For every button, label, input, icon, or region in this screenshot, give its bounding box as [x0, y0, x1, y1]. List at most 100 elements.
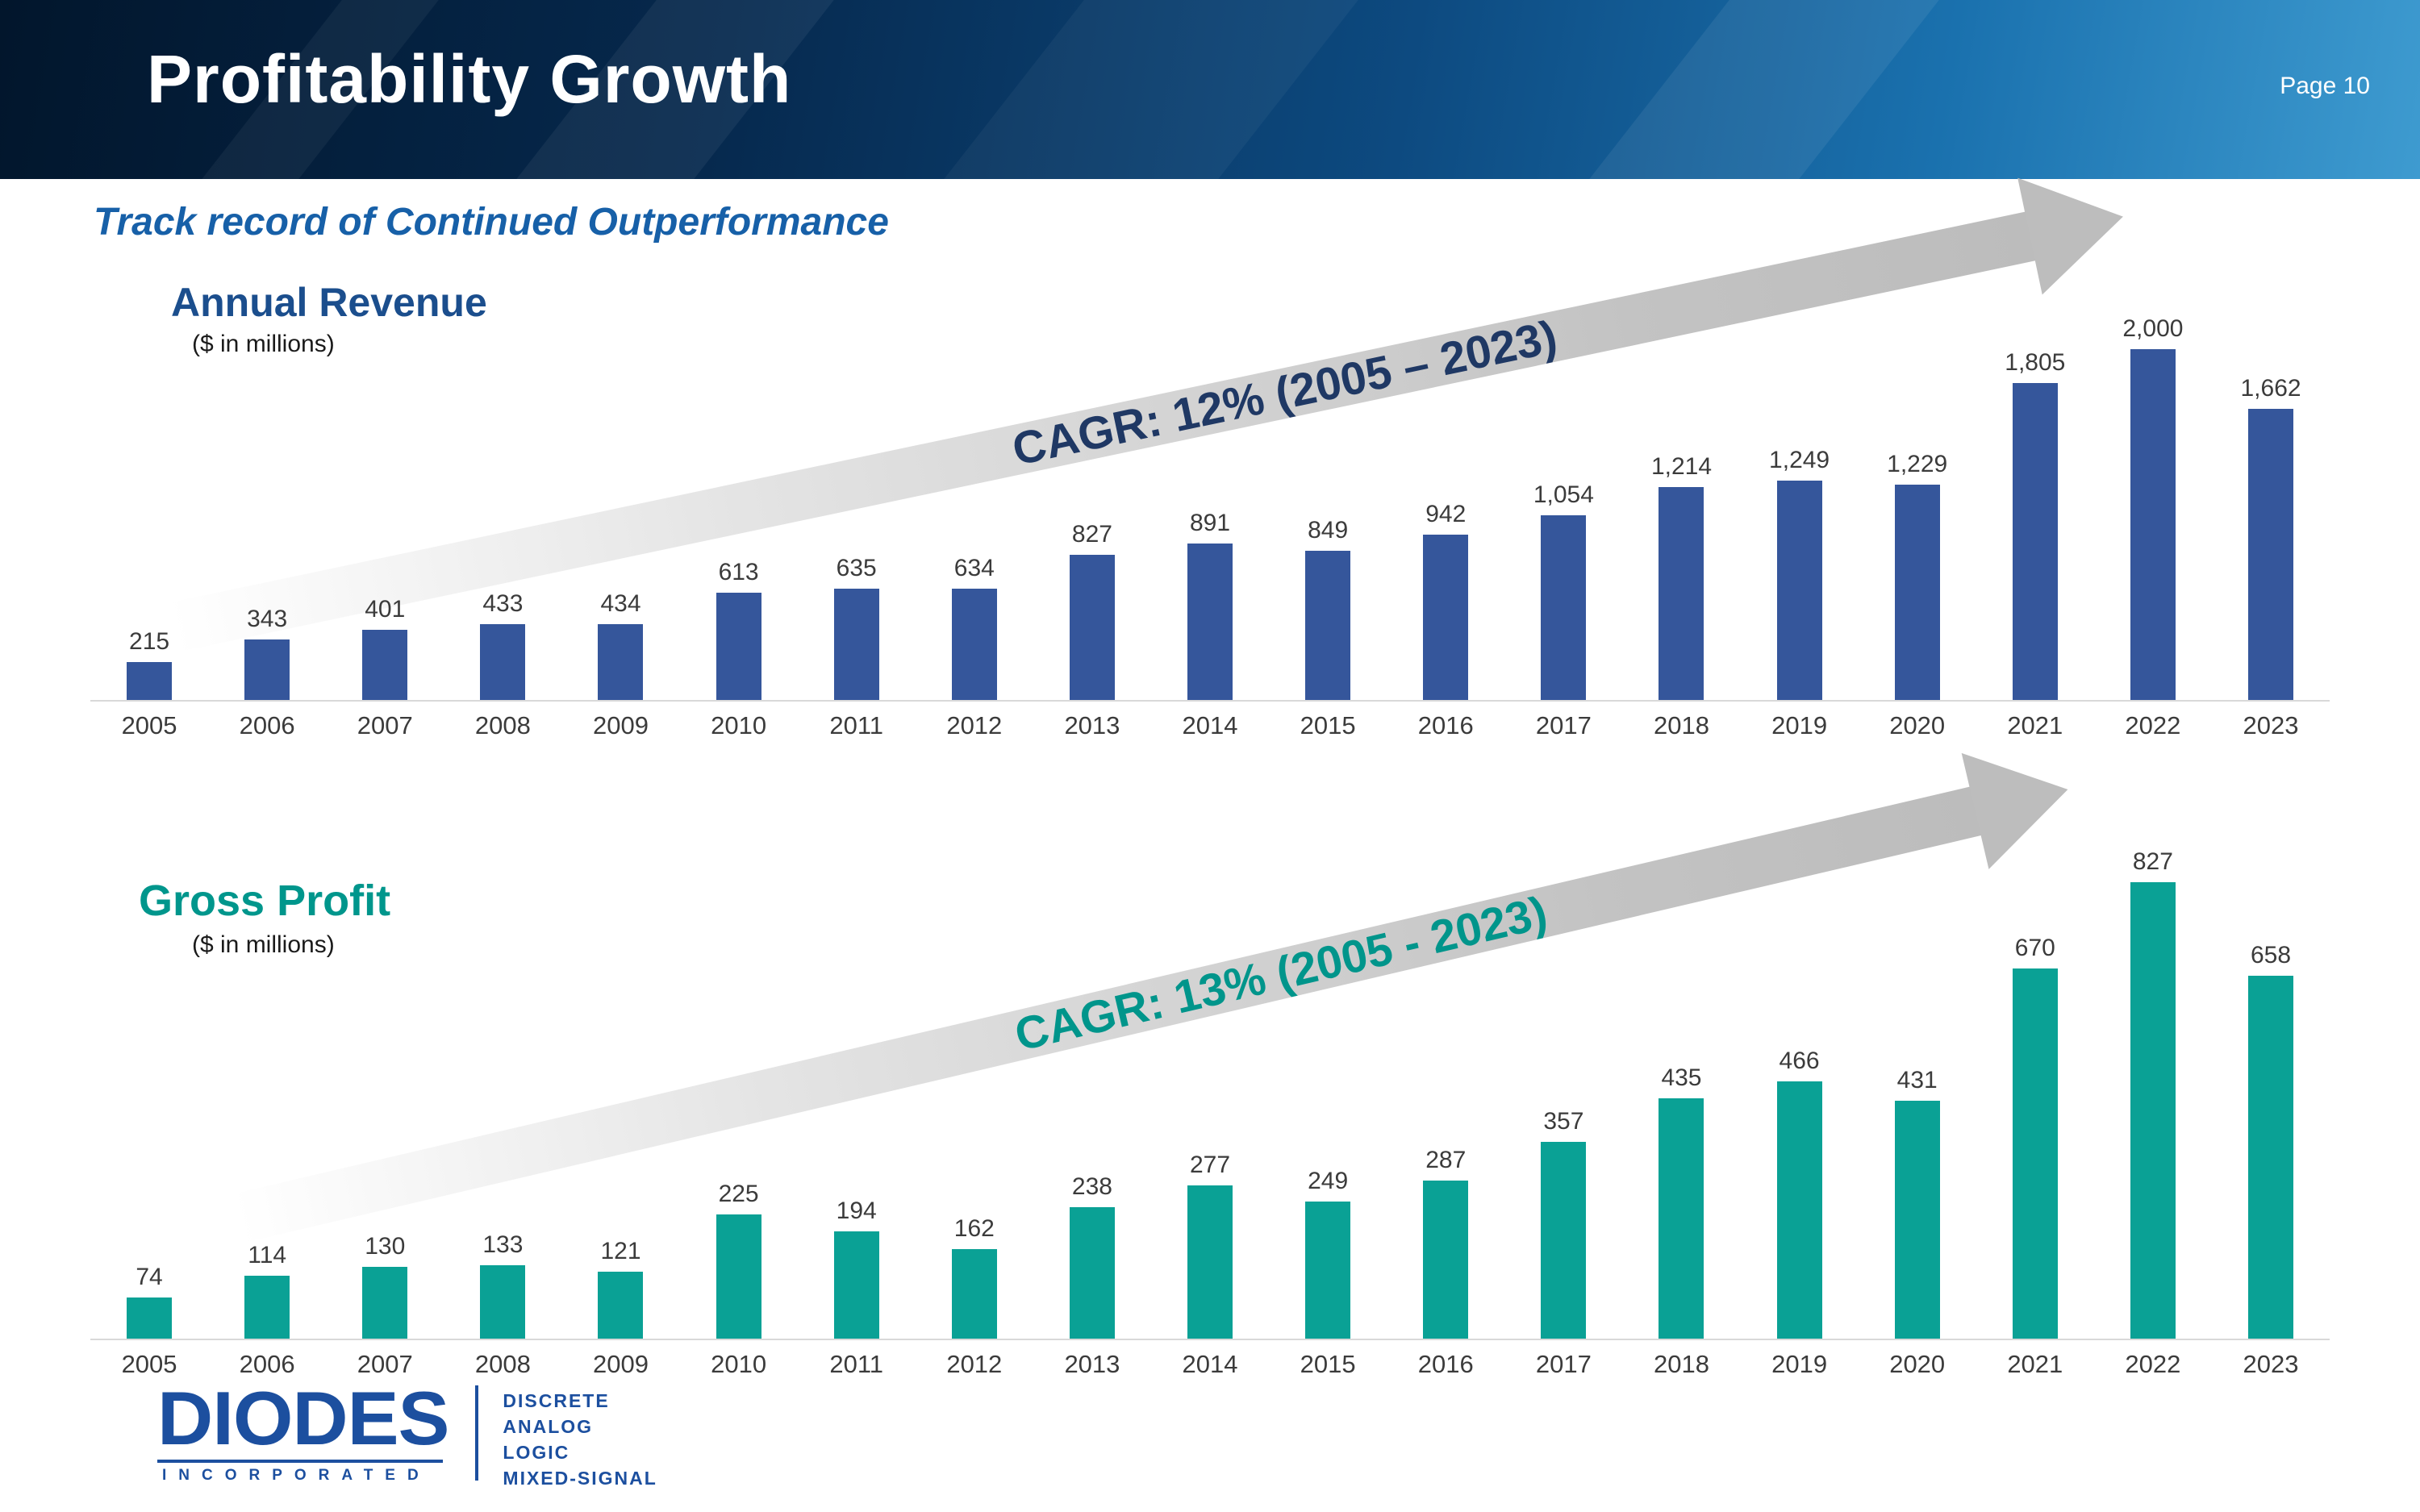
bar [1187, 544, 1233, 700]
bar-value-label: 434 [600, 590, 641, 617]
x-axis-label: 2007 [357, 1350, 413, 1378]
bar-value-label: 1,249 [1769, 447, 1830, 473]
x-axis-label: 2016 [1417, 1350, 1474, 1378]
bar-column: 1,662 [2212, 375, 2330, 700]
x-axis-label: 2017 [1535, 711, 1592, 739]
bar-value-label: 466 [1779, 1048, 1820, 1074]
bar-column: 249 [1269, 1168, 1387, 1339]
bar-value-label: 613 [718, 559, 759, 585]
bar-column: 827 [1033, 521, 1151, 700]
x-axis-label: 2011 [829, 1350, 884, 1378]
bar [1305, 1202, 1351, 1339]
bar [833, 1231, 879, 1339]
bar-value-label: 215 [129, 628, 170, 655]
bar [127, 1297, 173, 1339]
bar [951, 589, 997, 700]
bar-value-label: 133 [482, 1231, 524, 1258]
x-axis-label: 2005 [121, 1350, 177, 1378]
page-number: Page 10 [2280, 73, 2370, 99]
x-axis-label: 2019 [1771, 1350, 1828, 1378]
x-axis-label: 2008 [474, 711, 531, 739]
bar-value-label: 433 [482, 590, 524, 617]
x-axis-labels: 2005 2006 2007 2008 2009 2010 2011 2012 2013 2014… [90, 1350, 2330, 1379]
bar-value-label: 287 [1425, 1147, 1467, 1173]
bar-column: 1,229 [1859, 451, 1976, 700]
chart-title-gross-profit: Gross Profit [139, 877, 391, 925]
bar [2012, 383, 2058, 700]
bar-column: 670 [1976, 935, 2094, 1339]
bar-column: 1,249 [1741, 447, 1859, 700]
bar [244, 1276, 290, 1339]
bar-column: 133 [444, 1231, 561, 1339]
bar-column: 194 [798, 1198, 916, 1339]
x-axis-line [90, 1339, 2330, 1340]
x-axis-label: 2014 [1182, 1350, 1238, 1378]
bar-value-label: 431 [1896, 1067, 1938, 1093]
bar-value-label: 1,229 [1887, 451, 1948, 477]
bar [1187, 1185, 1233, 1339]
bar-value-label: 121 [600, 1238, 641, 1264]
bar [1069, 1207, 1115, 1339]
x-axis-label: 2021 [2007, 711, 2063, 739]
bar-value-label: 849 [1308, 517, 1349, 544]
bar-column: 942 [1387, 501, 1504, 700]
bar-value-label: 2,000 [2122, 315, 2184, 342]
bar-value-label: 401 [365, 596, 406, 623]
plot-area: 215 343 401 433 434 613 635 634 827 891 849 942 1,05… [90, 311, 2330, 740]
bar [1305, 551, 1351, 700]
x-axis-label: 2012 [946, 1350, 1003, 1378]
bar-column: 401 [326, 596, 444, 700]
bar-value-label: 891 [1190, 510, 1231, 536]
bar-value-label: 435 [1661, 1064, 1702, 1091]
bar-column: 1,214 [1622, 453, 1740, 700]
bar-column: 431 [1859, 1067, 1976, 1339]
diodes-logo-subtext: INCORPORATED [157, 1460, 444, 1485]
bar-value-label: 277 [1190, 1152, 1231, 1178]
x-axis-label: 2013 [1064, 711, 1120, 739]
x-axis-label: 2015 [1300, 1350, 1356, 1378]
x-axis-label: 2022 [2125, 711, 2181, 739]
x-axis-label: 2010 [711, 711, 767, 739]
bar-column: 238 [1033, 1173, 1151, 1339]
banner-decor-streak [1540, 0, 1977, 179]
bar-column: 2,000 [2094, 315, 2212, 700]
bar-value-label: 238 [1071, 1173, 1112, 1200]
bar-column: 225 [680, 1181, 798, 1339]
tagline-line: LOGIC [503, 1442, 570, 1463]
x-axis-line [90, 700, 2330, 702]
bar-column: 658 [2212, 942, 2330, 1339]
bar-column: 435 [1622, 1064, 1740, 1339]
x-axis-label: 2016 [1417, 711, 1474, 739]
bar-column: 466 [1741, 1048, 1859, 1339]
bar [1894, 485, 1940, 700]
bar-column: 162 [916, 1215, 1033, 1339]
bar-value-label: 670 [2014, 935, 2055, 961]
bar [716, 1214, 761, 1339]
plot-area: 74 114 130 133 121 225 194 162 238 277 249 287 357 43… [90, 841, 2330, 1379]
bar-column: 74 [90, 1264, 208, 1339]
bar-value-label: 130 [365, 1233, 406, 1260]
x-axis-label: 2006 [239, 711, 295, 739]
bar-value-label: 1,214 [1650, 453, 1713, 480]
bar [598, 624, 644, 700]
x-axis-label: 2023 [2243, 1350, 2299, 1378]
bar-value-label: 942 [1425, 501, 1467, 527]
bar-value-label: 194 [836, 1198, 877, 1224]
x-axis-label: 2020 [1889, 1350, 1946, 1378]
bar-value-label: 249 [1308, 1168, 1349, 1194]
bar-value-label: 114 [248, 1242, 287, 1268]
bar-value-label: 658 [2250, 942, 2292, 968]
bar-value-label: 827 [1071, 521, 1112, 548]
bar-column: 1,054 [1504, 481, 1622, 700]
bar [1423, 1181, 1469, 1339]
x-axis-label: 2017 [1535, 1350, 1592, 1378]
bar-column: 130 [326, 1233, 444, 1339]
bar [951, 1249, 997, 1339]
bar-value-label: 1,662 [2240, 375, 2301, 402]
bar-column: 634 [916, 555, 1033, 700]
bars-container: 74 114 130 133 121 225 194 162 238 277 249 287 357 43… [90, 841, 2330, 1339]
bar-column: 1,805 [1976, 349, 2094, 700]
x-axis-label: 2006 [239, 1350, 295, 1378]
bar [362, 1267, 408, 1339]
tagline-line: ANALOG [503, 1416, 594, 1437]
